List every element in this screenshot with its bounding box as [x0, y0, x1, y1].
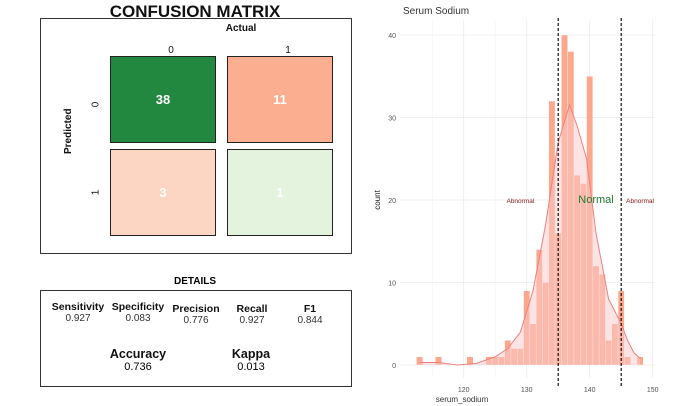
cell-0-0: 38 [110, 56, 216, 143]
metric-name: Precision [172, 303, 220, 315]
metric-precision: Precision 0.776 [161, 303, 231, 326]
cell-0-1: 11 [227, 56, 333, 143]
y-tick-label: 10 [388, 281, 396, 288]
x-tick-label: 130 [521, 387, 533, 394]
y-tick-label: 40 [388, 33, 396, 40]
summary-value: 0.013 [237, 361, 265, 373]
col-label-1: 1 [285, 45, 291, 56]
metric-name: Recall [236, 303, 268, 315]
annotation-abnormal: Abnormal [626, 198, 654, 205]
confusion-matrix-panel: Actual 0 1 Predicted 0 1 38 11 3 1 [40, 18, 352, 254]
x-axis-label: serum_sodium [436, 395, 489, 404]
col-label-0: 0 [168, 45, 174, 56]
metric-value: 0.844 [297, 315, 323, 326]
summary-name: Accuracy [109, 347, 167, 361]
x-tick-label: 150 [647, 387, 659, 394]
details-panel: Sensitivity 0.927 Specificity 0.083 Precis… [40, 290, 352, 387]
metric-name: Specificity [111, 301, 165, 313]
density-area [419, 105, 641, 365]
metric-value: 0.776 [183, 315, 209, 326]
metric-specificity: Specificity 0.083 [103, 301, 173, 324]
annotation-abnormal: Abnormal [506, 198, 534, 205]
metric-value: 0.083 [125, 313, 151, 324]
summary-kappa: Kappa 0.013 [201, 347, 301, 373]
summary-accuracy: Accuracy 0.736 [88, 347, 188, 373]
cell-1-0: 3 [110, 149, 216, 236]
metric-sensitivity: Sensitivity 0.927 [43, 301, 113, 324]
actual-label: Actual [225, 23, 257, 34]
histogram-title: Serum Sodium [403, 6, 469, 17]
x-tick-label: 120 [458, 387, 470, 394]
metric-f1: F1 0.844 [275, 303, 345, 326]
summary-name: Kappa [231, 347, 271, 361]
details-title: DETAILS [173, 276, 217, 287]
y-axis-label: count [373, 189, 382, 209]
metric-name: Sensitivity [51, 301, 105, 313]
metric-value: 0.927 [239, 315, 265, 326]
cell-1-1: 1 [227, 149, 333, 236]
summary-value: 0.736 [124, 361, 152, 373]
x-tick-label: 140 [584, 387, 596, 394]
y-tick-label: 30 [388, 116, 396, 123]
y-tick-label: 20 [388, 198, 396, 205]
y-tick-label: 0 [392, 363, 396, 370]
metric-recall: Recall 0.927 [217, 303, 287, 326]
annotation-normal: Normal [578, 194, 613, 206]
metric-name: F1 [303, 303, 317, 315]
metric-value: 0.927 [65, 313, 91, 324]
confusion-matrix-title: CONFUSION MATRIX [109, 2, 281, 21]
